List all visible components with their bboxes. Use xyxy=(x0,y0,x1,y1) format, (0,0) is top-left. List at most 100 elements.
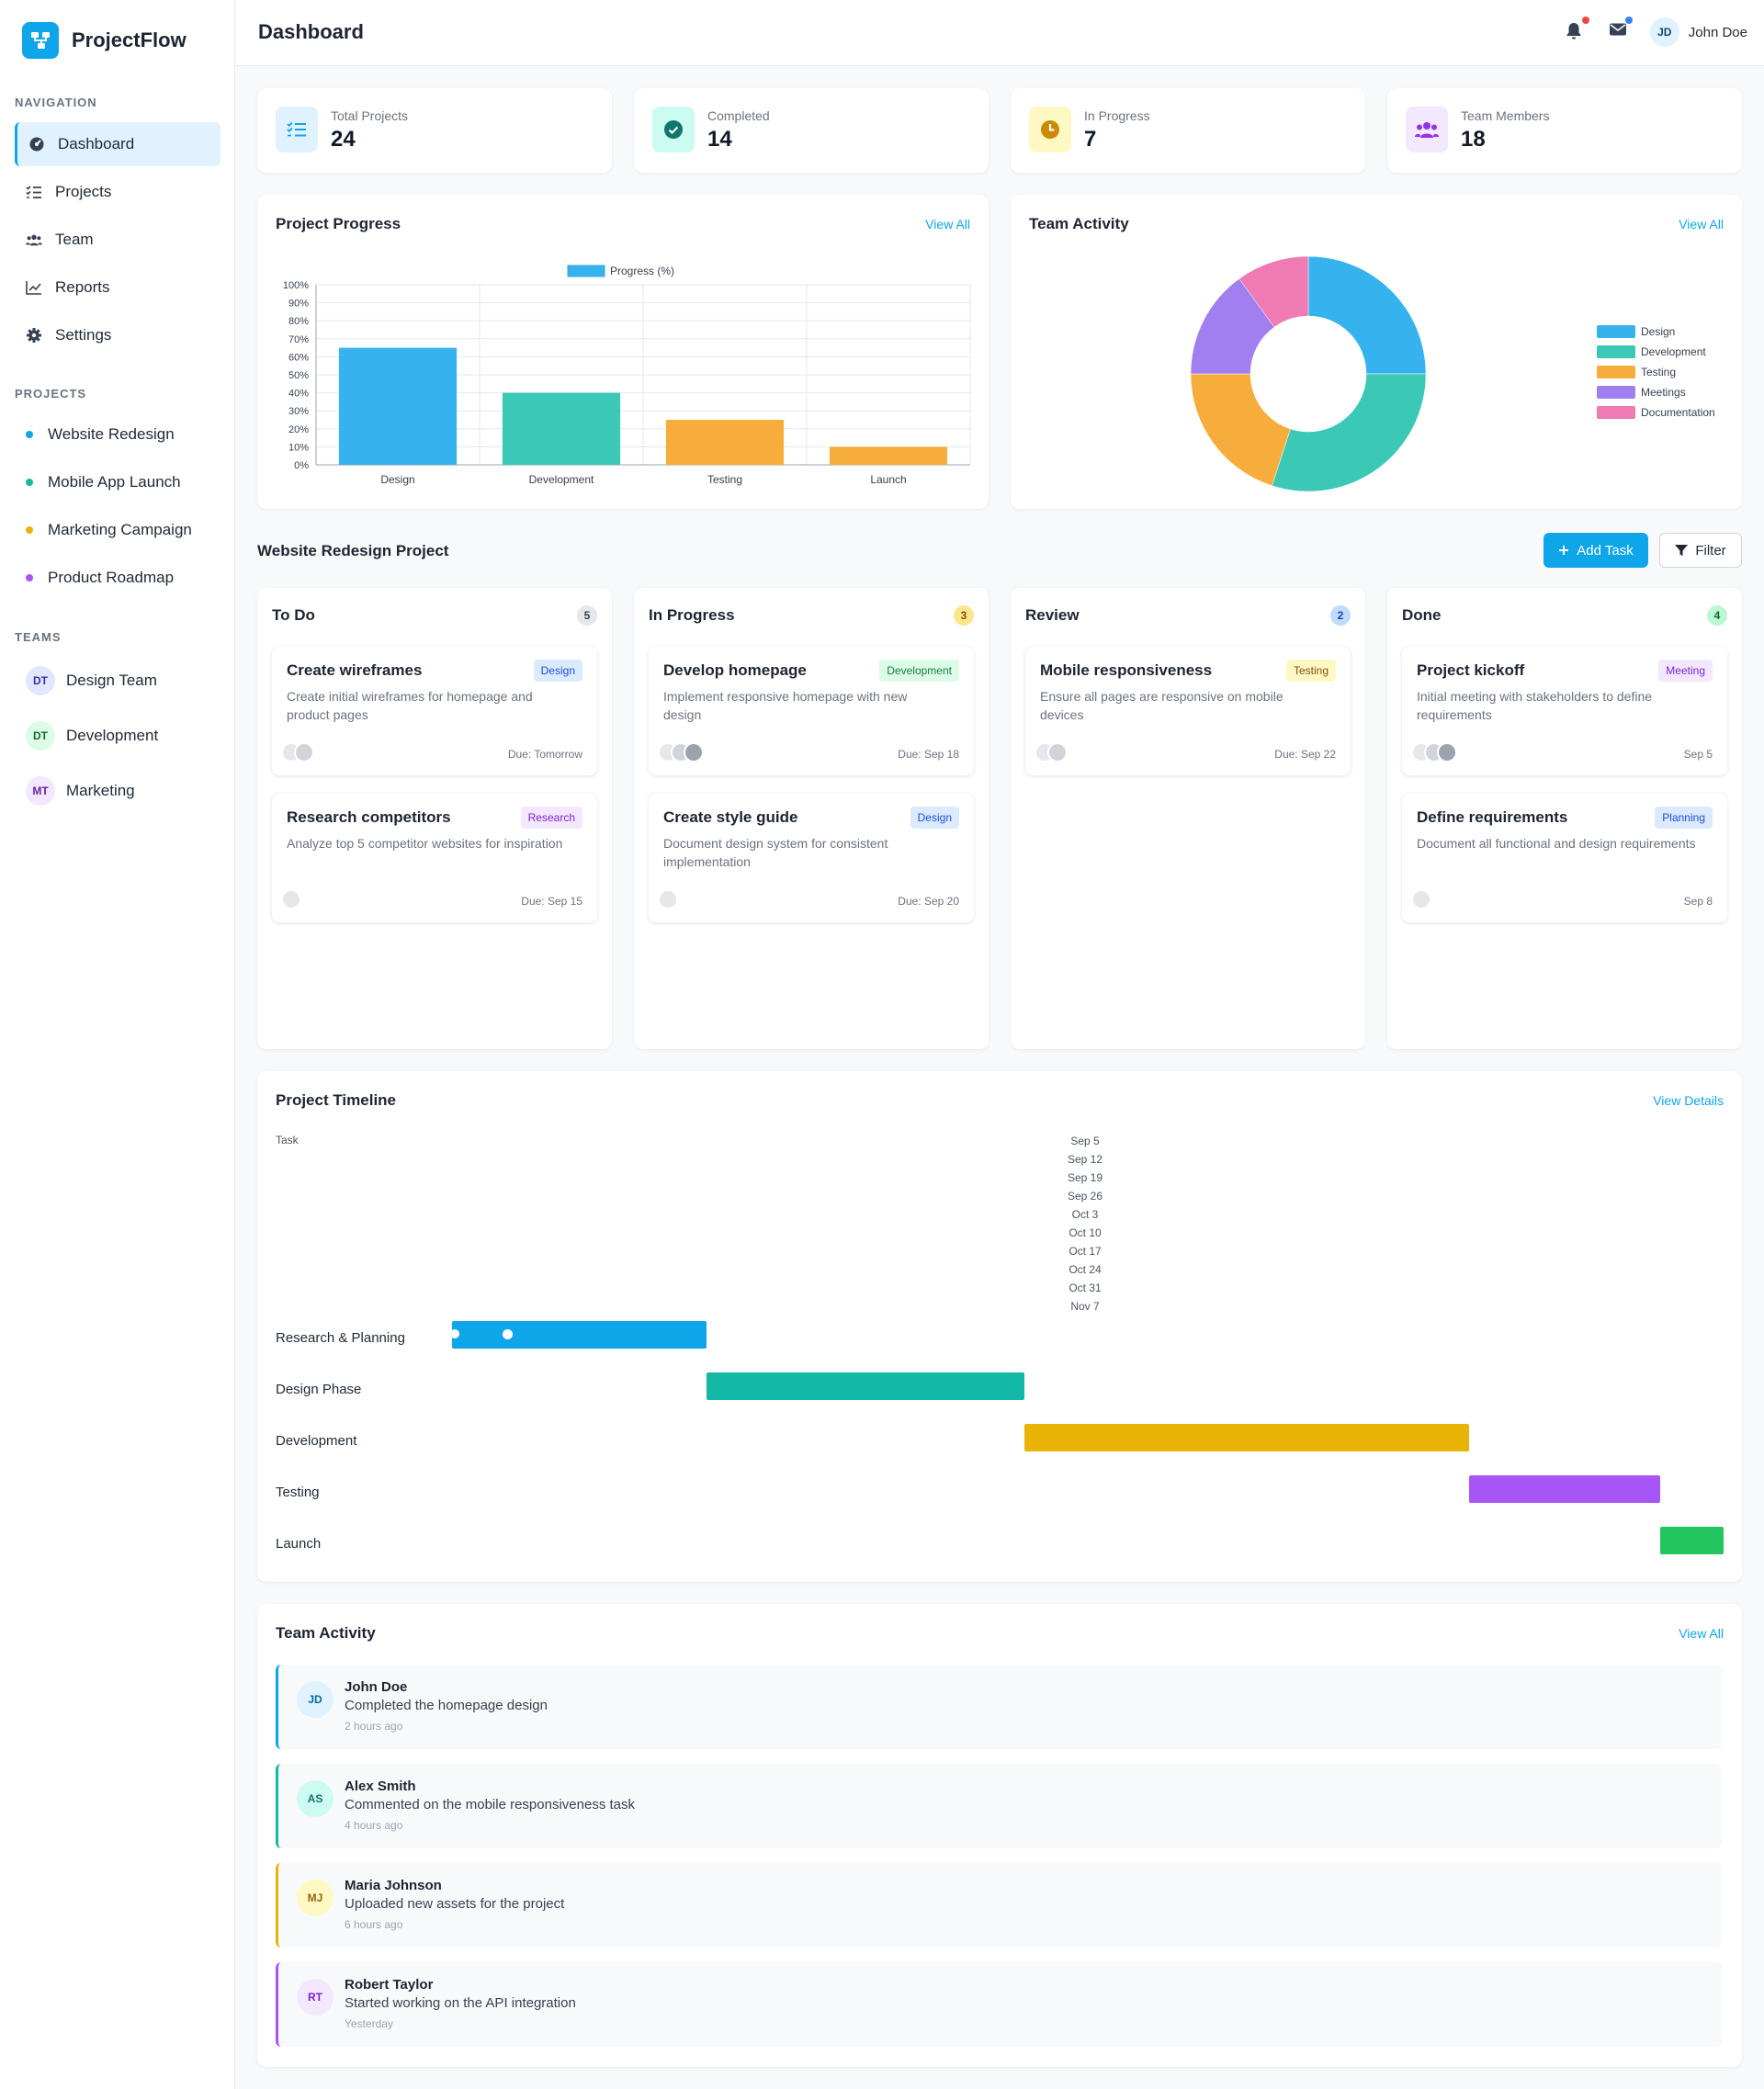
view-all-link[interactable]: View All xyxy=(1679,217,1724,231)
team-label: Design Team xyxy=(66,672,157,689)
donut-slice xyxy=(1272,373,1427,492)
nav-label: Projects xyxy=(55,183,112,200)
legend-item: Development xyxy=(1597,345,1715,358)
view-all-link[interactable]: View All xyxy=(925,217,970,231)
timeline-bar-launch[interactable] xyxy=(1660,1527,1724,1554)
card-title: Project Progress xyxy=(276,215,401,232)
task-assignees xyxy=(1411,742,1457,762)
project-item-mobile-app-launch[interactable]: Mobile App Launch xyxy=(15,464,181,501)
top-header: Dashboard JD John Doe xyxy=(236,0,1764,66)
nav-label: Dashboard xyxy=(58,135,135,152)
project-item-product-roadmap[interactable]: Product Roadmap xyxy=(15,559,174,596)
tasks-icon xyxy=(26,184,42,200)
timeline-handle[interactable] xyxy=(450,1329,459,1338)
activity-item: AS Alex Smith Commented on the mobile re… xyxy=(276,1764,1722,1848)
avatar: JD xyxy=(297,1681,334,1718)
avatar xyxy=(294,742,314,762)
bar xyxy=(665,420,785,465)
task-due: Sep 8 xyxy=(1683,895,1713,908)
nav-item-team[interactable]: Team xyxy=(15,218,220,262)
task-title: Define requirements xyxy=(1417,808,1568,826)
team-item-marketing[interactable]: MT Marketing xyxy=(15,776,135,806)
legend-swatch xyxy=(1597,366,1635,378)
task-card[interactable]: Define requirements Planning Document al… xyxy=(1402,794,1727,922)
activity-user: Alex Smith xyxy=(345,1778,416,1794)
legend-label: Documentation xyxy=(1641,406,1715,419)
legend-item: Testing xyxy=(1597,366,1715,378)
task-due: Due: Sep 18 xyxy=(898,748,959,761)
stat-card-in-progress: In Progress 7 xyxy=(1011,88,1365,173)
task-description: Ensure all pages are responsive on mobil… xyxy=(1040,689,1283,722)
timeline-bar-testing[interactable] xyxy=(1469,1475,1660,1503)
gear-icon xyxy=(26,327,42,344)
nav-item-settings[interactable]: Settings xyxy=(15,313,220,357)
timeline-bar-design[interactable] xyxy=(707,1372,1024,1400)
team-item-design-team[interactable]: DT Design Team xyxy=(15,666,157,695)
donut-slice xyxy=(1238,255,1309,328)
task-description: Create initial wireframes for homepage a… xyxy=(287,689,533,722)
avatar xyxy=(1047,742,1068,762)
nav-item-dashboard[interactable]: Dashboard xyxy=(15,122,220,166)
card-title: Team Activity xyxy=(1029,215,1129,232)
task-due: Due: Sep 15 xyxy=(521,895,582,908)
task-card[interactable]: Mobile responsiveness Testing Ensure all… xyxy=(1025,647,1351,775)
add-task-button[interactable]: Add Task xyxy=(1544,533,1648,568)
legend-label: Progress (%) xyxy=(610,265,674,277)
messages-button[interactable] xyxy=(1609,17,1633,42)
timeline-date: Sep 12 xyxy=(1067,1153,1103,1166)
x-tick-label: Development xyxy=(529,473,594,486)
task-card[interactable]: Develop homepage Development Implement r… xyxy=(649,647,974,775)
user-menu[interactable]: JD John Doe xyxy=(1649,17,1747,47)
timeline-task-label: Design Phase xyxy=(276,1382,362,1397)
view-all-link[interactable]: View All xyxy=(1679,1626,1724,1641)
task-card[interactable]: Project kickoff Meeting Initial meeting … xyxy=(1402,647,1727,775)
activity-time: Yesterday xyxy=(345,2017,393,2030)
y-tick-label: 0% xyxy=(294,460,309,471)
task-description: Document all functional and design requi… xyxy=(1417,836,1696,851)
timeline-date: Sep 26 xyxy=(1067,1190,1103,1203)
task-tag: Design xyxy=(910,807,959,829)
project-item-marketing-campaign[interactable]: Marketing Campaign xyxy=(15,512,192,548)
nav-section-title: NAVIGATION xyxy=(15,96,97,109)
nav-item-projects[interactable]: Projects xyxy=(15,170,220,214)
column-title: To Do xyxy=(272,606,315,624)
column-count: 2 xyxy=(1330,605,1351,626)
y-tick-label: 100% xyxy=(283,280,309,291)
avatar xyxy=(684,742,704,762)
nav-item-reports[interactable]: Reports xyxy=(15,265,220,310)
view-details-link[interactable]: View Details xyxy=(1653,1093,1724,1108)
board-column-todo: To Do 5 Create wireframes Design Create … xyxy=(257,588,612,1049)
task-card[interactable]: Create style guide Design Document desig… xyxy=(649,794,974,922)
board-title: Website Redesign Project xyxy=(257,542,449,559)
project-timeline-card: Project Timeline View Details Task Sep 5… xyxy=(257,1071,1742,1582)
activity-time: 2 hours ago xyxy=(345,1720,403,1733)
column-count: 4 xyxy=(1707,605,1727,626)
timeline-bar-research[interactable] xyxy=(450,1321,707,1349)
team-item-development[interactable]: DT Development xyxy=(15,721,158,751)
timeline-bar-development[interactable] xyxy=(1024,1424,1469,1451)
progress-bar-chart: 100% 90% 80% 70% 60% 50% 40% 30% 20% 10% 0% Design D… xyxy=(283,265,971,486)
notification-badge xyxy=(1582,17,1589,24)
check-circle-icon xyxy=(652,107,695,152)
logo[interactable]: ProjectFlow xyxy=(22,22,187,59)
filter-button[interactable]: Filter xyxy=(1659,533,1742,568)
task-assignees xyxy=(281,889,301,909)
task-description: Analyze top 5 competitor websites for in… xyxy=(287,836,563,851)
stat-value: 14 xyxy=(707,127,732,152)
y-tick-label: 80% xyxy=(288,316,309,327)
task-due: Sep 5 xyxy=(1683,748,1713,761)
timeline-date: Sep 5 xyxy=(1070,1135,1100,1147)
timeline-handle[interactable] xyxy=(503,1329,513,1339)
project-item-website-redesign[interactable]: Website Redesign xyxy=(15,416,175,453)
avatar: JD xyxy=(1649,17,1679,47)
task-card[interactable]: Research competitors Research Analyze to… xyxy=(272,794,597,922)
notifications-button[interactable] xyxy=(1566,17,1589,42)
task-card[interactable]: Create wireframes Design Create initial … xyxy=(272,647,597,775)
nav-label: Team xyxy=(55,231,94,248)
avatar xyxy=(1437,742,1457,762)
bar xyxy=(829,446,948,465)
timeline-dates: Sep 5 Sep 12 Sep 19 Sep 26 Oct 3 Oct 10 … xyxy=(1055,1132,1115,1316)
activity-item: MJ Maria Johnson Uploaded new assets for… xyxy=(276,1863,1722,1948)
stat-value: 18 xyxy=(1461,127,1486,152)
avatar xyxy=(281,889,301,909)
